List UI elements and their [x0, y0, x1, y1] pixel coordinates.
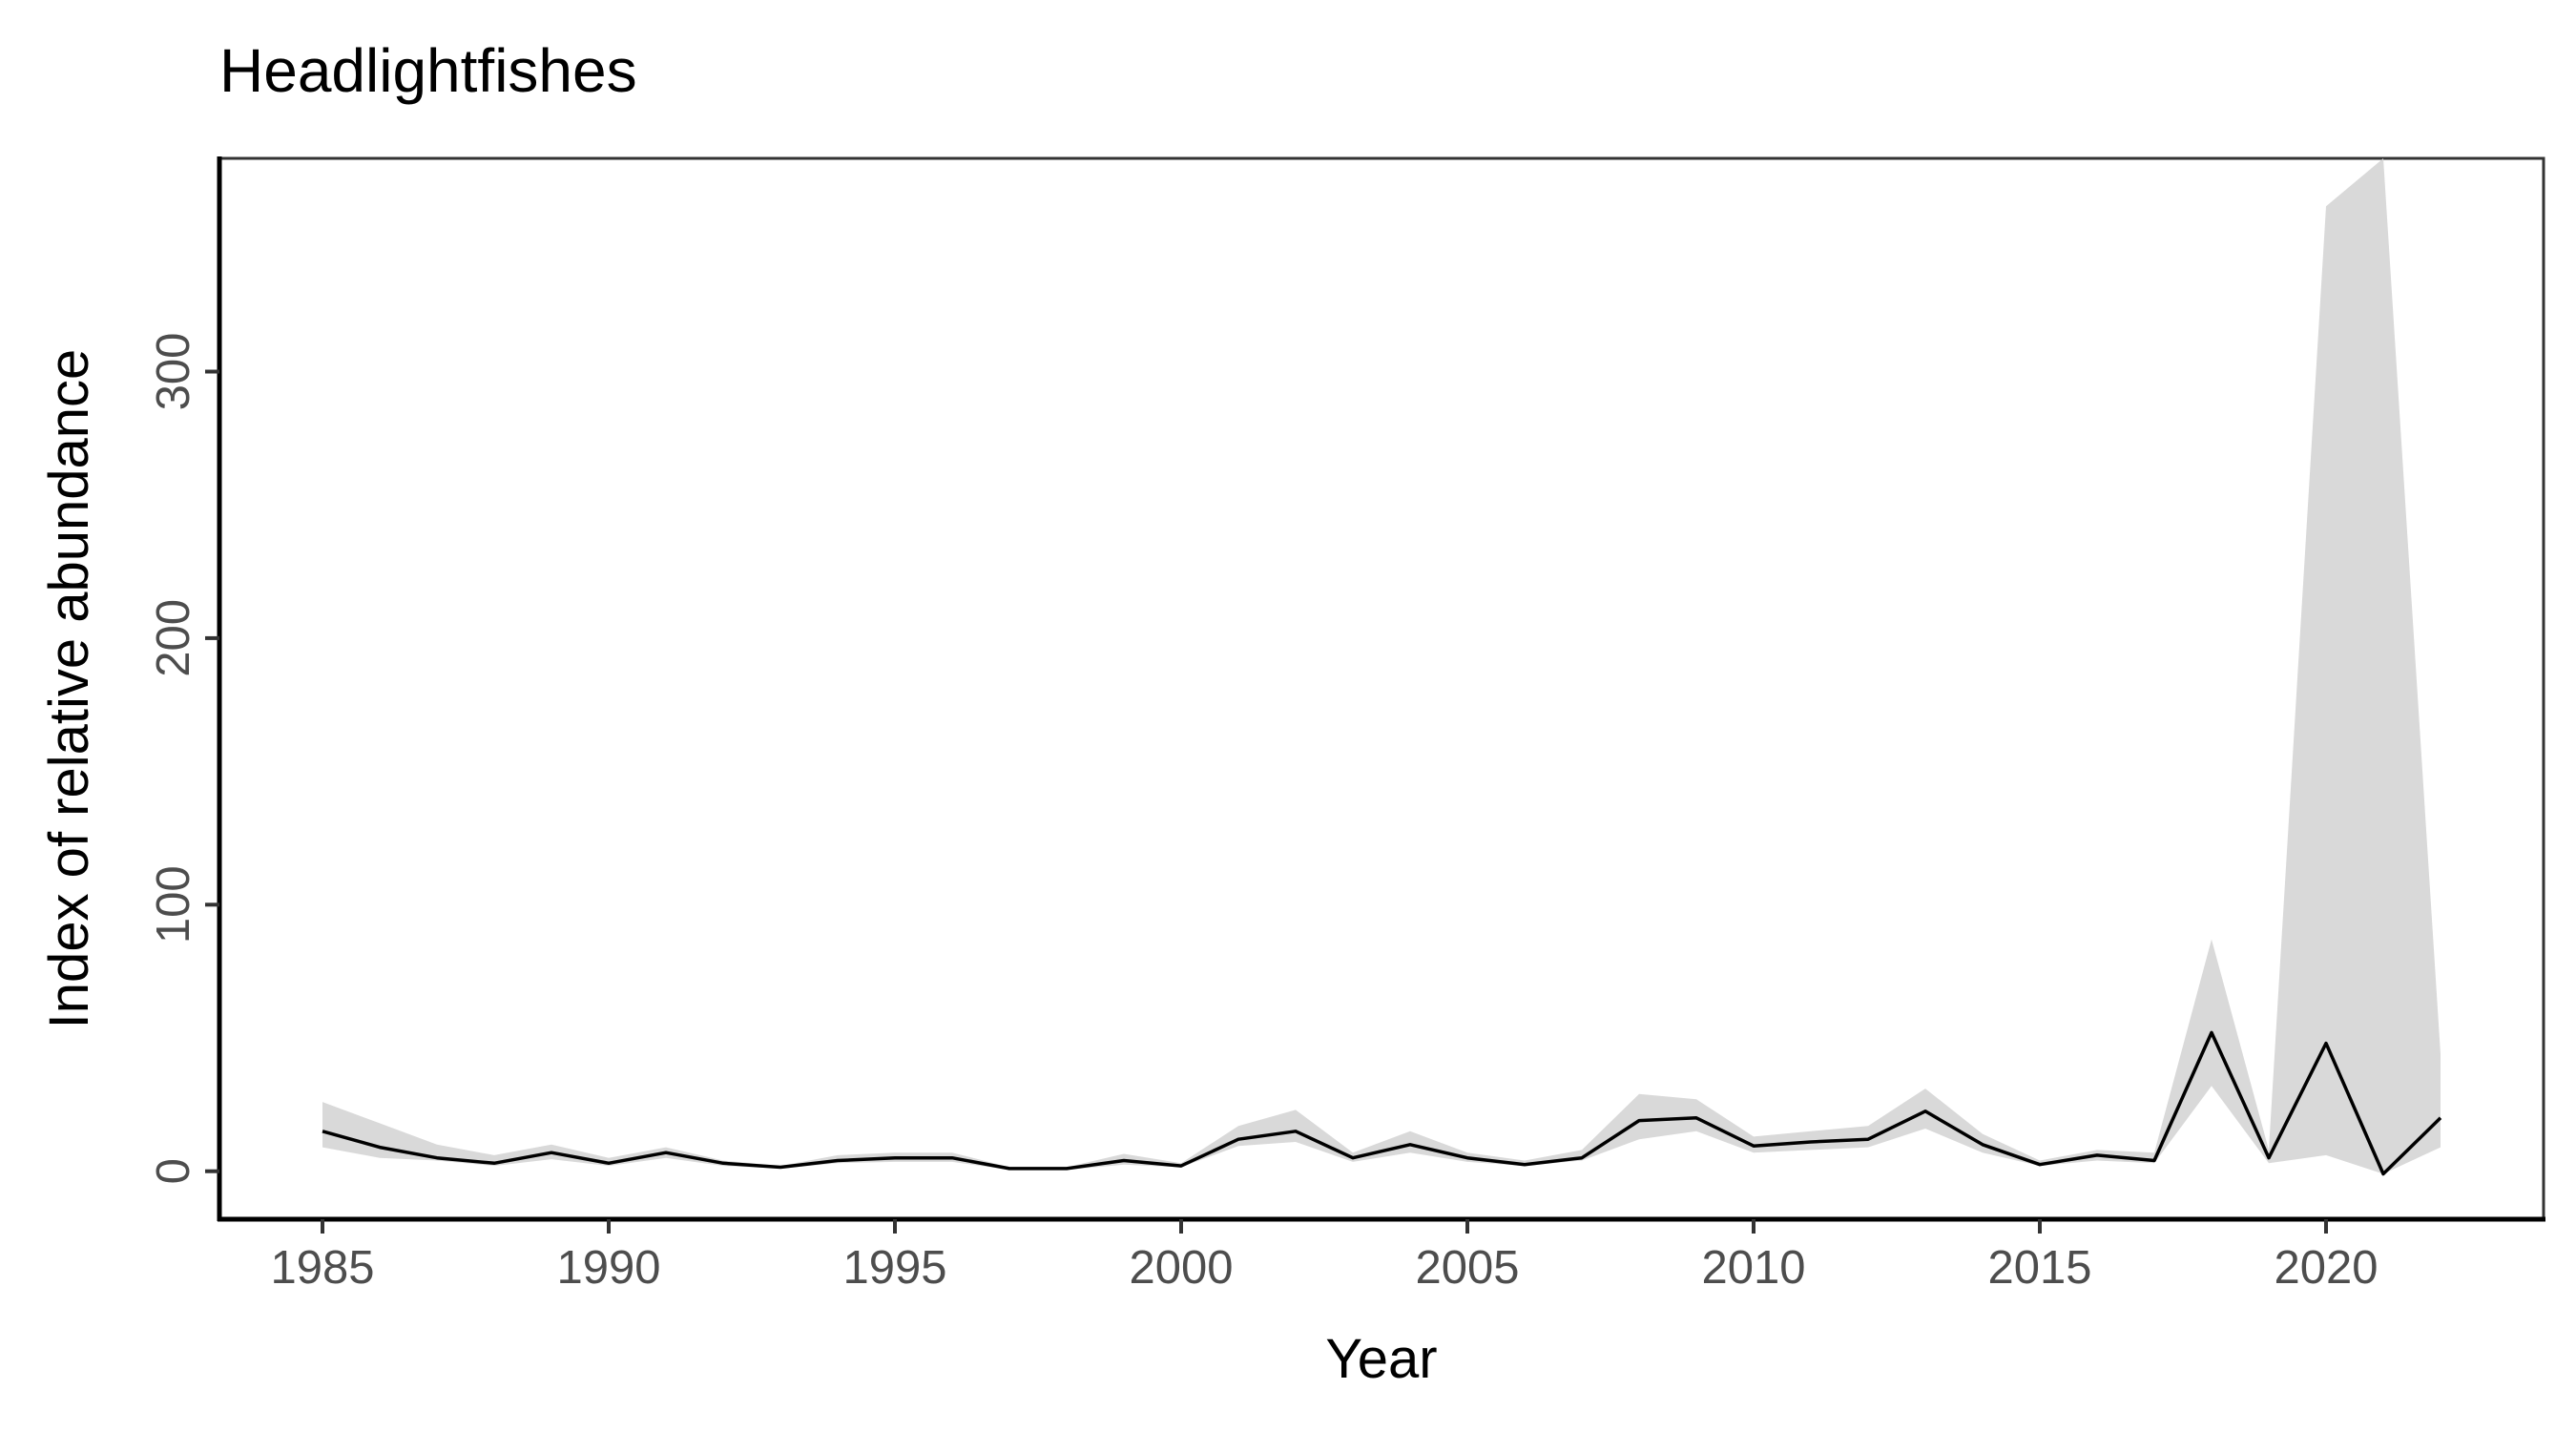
y-tick-label: 0 [148, 1158, 199, 1184]
x-tick-label: 2010 [1701, 1242, 1805, 1294]
x-axis-title: Year [1325, 1328, 1437, 1390]
x-tick-label: 2000 [1129, 1242, 1233, 1294]
x-tick-label: 1985 [270, 1242, 374, 1294]
plot-area [218, 156, 2545, 1221]
chart-title: Headlightfishes [219, 36, 637, 105]
x-tick-label: 2020 [2274, 1242, 2378, 1294]
plot-panel [218, 156, 2545, 1221]
x-tick-label: 2015 [1987, 1242, 2091, 1294]
y-tick-label: 300 [148, 333, 199, 411]
x-tick-label: 2005 [1415, 1242, 1519, 1294]
x-axis-ticks: 1985 1990 1995 2000 2005 2010 2015 2020 [270, 1219, 2379, 1294]
y-tick-label: 100 [148, 865, 199, 944]
y-axis-ticks: 0 100 200 300 [148, 333, 219, 1184]
x-tick-label: 1990 [556, 1242, 660, 1294]
x-tick-label: 1995 [842, 1242, 946, 1294]
series-line [322, 1030, 2442, 1176]
y-tick-label: 200 [148, 599, 199, 677]
y-axis-title: Index of relative abundance [38, 349, 100, 1029]
